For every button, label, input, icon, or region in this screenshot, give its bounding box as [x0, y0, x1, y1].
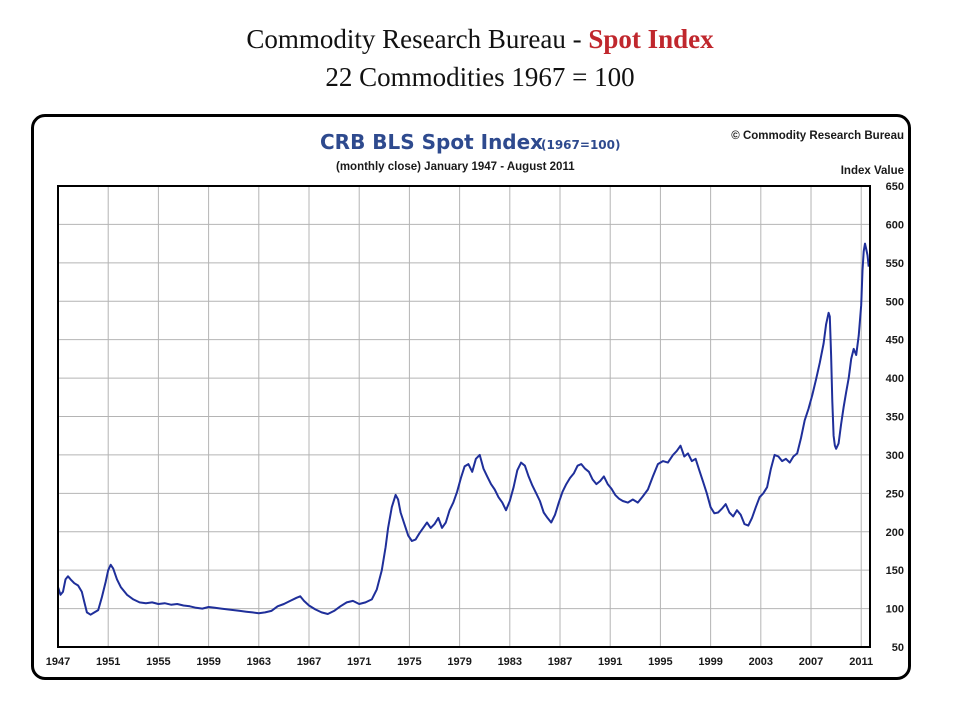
x-tick-label: 1987	[548, 656, 572, 668]
slide-title-prefix: Commodity Research Bureau -	[246, 24, 589, 54]
y-tick-label: 300	[886, 450, 904, 462]
slide-subtitle: 22 Commodities 1967 = 100	[325, 62, 635, 92]
y-tick-label: 550	[886, 258, 904, 270]
axis-ticks: 650 600 550 500 450 400 350 300 250 200 150 100 50 19…	[46, 181, 904, 668]
y-tick-label: 350	[886, 412, 904, 424]
series-line	[57, 242, 870, 616]
x-tick-label: 1991	[598, 656, 622, 668]
chart-title: CRB BLS Spot Index	[320, 130, 543, 154]
x-tick-label: 2007	[799, 656, 823, 668]
x-tick-label: 1983	[498, 656, 522, 668]
y-tick-label: 250	[886, 488, 904, 500]
y-tick-label: 650	[886, 181, 904, 193]
y-tick-label: 400	[886, 373, 904, 385]
x-tick-label: 1995	[648, 656, 672, 668]
x-tick-label: 1967	[297, 656, 321, 668]
grid	[57, 185, 870, 648]
y-tick-label: 200	[886, 527, 904, 539]
y-axis-label: Index Value	[841, 165, 904, 177]
copyright-label: © Commodity Research Bureau	[731, 130, 904, 142]
chart-title-suffix: (1967=100)	[541, 138, 620, 152]
x-tick-label: 1971	[347, 656, 371, 668]
x-tick-label: 1999	[698, 656, 722, 668]
x-tick-label: 1959	[196, 656, 220, 668]
y-tick-label: 500	[886, 296, 904, 308]
chart-frame: CRB BLS Spot Index (1967=100) (monthly c…	[31, 114, 911, 680]
x-tick-label: 1963	[247, 656, 271, 668]
y-tick-label: 600	[886, 219, 904, 231]
slide-title: Commodity Research Bureau - Spot Index	[0, 22, 960, 56]
series-line-layer	[57, 242, 870, 616]
x-tick-label: 2011	[849, 656, 873, 668]
y-tick-label: 450	[886, 335, 904, 347]
x-tick-label: 2003	[749, 656, 773, 668]
chart-subtitle: (monthly close) January 1947 - August 20…	[336, 161, 575, 173]
y-tick-label: 50	[892, 642, 904, 654]
crb-spot-index-chart: CRB BLS Spot Index (1967=100) (monthly c…	[46, 130, 904, 668]
x-tick-label: 1951	[96, 656, 120, 668]
x-tick-label: 1975	[397, 656, 421, 668]
slide-title-accent: Spot Index	[588, 24, 714, 54]
y-tick-label: 150	[886, 565, 904, 577]
y-tick-label: 100	[886, 604, 904, 616]
plot-border	[57, 185, 871, 648]
x-tick-label: 1979	[447, 656, 471, 668]
x-tick-label: 1955	[146, 656, 170, 668]
x-tick-label: 1947	[46, 656, 70, 668]
